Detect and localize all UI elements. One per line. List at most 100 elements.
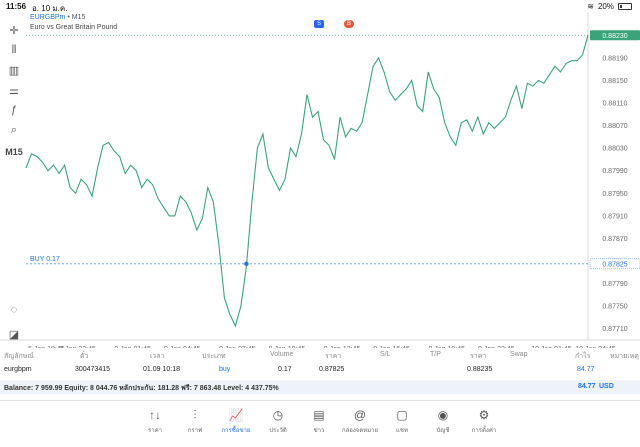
buy-line-label: BUY 0.17 [30, 256, 60, 263]
buy-button-icon[interactable]: B [344, 20, 354, 28]
symbol-separator: • [67, 14, 70, 21]
nav-label: ประวัติ [269, 428, 287, 434]
volume-icon[interactable]: ▥ [8, 64, 20, 77]
x-tick-label: 10 Jan 04:45 [575, 346, 616, 348]
nav-item[interactable]: ↑↓ ราคา [135, 407, 175, 435]
column-header: หมายเหตุ [610, 353, 639, 360]
timeframe-button[interactable]: M15 [5, 147, 23, 157]
table-cell: 300473415 [75, 366, 111, 373]
nav-label: บัญชี [436, 428, 450, 434]
x-tick-label: 9 Jan 01:45 [114, 346, 151, 348]
balance-bar: Balance: 7 959.99 Equity: 8 044.76 หลักป… [0, 380, 640, 394]
table-cell: 0.88235 [467, 366, 493, 373]
y-tick-label: 0.87870 [602, 236, 627, 243]
symbol-description: Euro vs Great Britain Pound [30, 24, 118, 31]
nav-item[interactable]: @ กล่องจดหมาย [340, 407, 380, 435]
column-header: ราคา [325, 353, 342, 360]
indicator-settings-icon[interactable]: ⚌ [9, 84, 19, 97]
trade-icon[interactable]: ◪ [8, 328, 20, 341]
y-tick-label: 0.87950 [602, 191, 627, 198]
y-tick-label: 0.88030 [602, 146, 627, 153]
nav-label: ข่าว [313, 428, 325, 434]
y-tick-label: 0.87790 [602, 281, 627, 288]
signal-icon[interactable]: ◌ [10, 304, 18, 316]
nav-icon: ◉ [437, 408, 449, 422]
function-icon[interactable]: ƒ [10, 104, 18, 116]
table-cell: 0.87825 [319, 366, 345, 373]
chart-timeframe: M15 [71, 14, 86, 21]
price-chart: 0.88190 0.88150 0.88110 0.88070 0.88030 0.879… [0, 12, 640, 348]
column-header: ตั๋ว [80, 353, 89, 360]
x-tick-label: 9 Jan 07:45 [219, 346, 256, 348]
symbol-name[interactable]: EURGBPm [30, 14, 66, 21]
nav-item[interactable]: ⚙ การตั้งค่า [464, 407, 504, 435]
nav-icon: ▤ [313, 408, 325, 422]
nav-item[interactable]: ⫶ กราฟ [175, 407, 215, 435]
nav-item[interactable]: ◷ ประวัติ [258, 407, 298, 435]
table-cell: buy [219, 366, 231, 373]
nav-label: การตั้งค่า [471, 428, 497, 434]
column-header: ประเภท [202, 353, 226, 360]
y-tick-label: 0.88110 [603, 101, 628, 108]
date: อ. 10 ม.ค. [32, 4, 68, 13]
x-tick-label: 9 Jan 04:45 [164, 346, 201, 348]
chart-symbol[interactable]: EURGBPm • M15 [30, 14, 85, 21]
y-tick-label: 0.87750 [602, 304, 627, 311]
account-currency: USD [599, 383, 614, 390]
positions-header: สัญลักษณ์ ตั๋ว เวลา ประเภท Volume ราคา S/L T/P ร… [0, 349, 640, 361]
column-header: Volume [270, 351, 294, 358]
clock: 11:56 [6, 2, 27, 11]
table-cell: 84.77 [577, 366, 595, 373]
battery-percent: 20% [597, 2, 614, 11]
table-cell: 0.17 [278, 366, 292, 373]
column-header: กำไร [575, 353, 591, 360]
y-tick-label: 0.88070 [602, 123, 627, 130]
objects-icon[interactable]: ⌕ [10, 123, 18, 136]
y-tick-label: 0.87990 [602, 168, 627, 175]
nav-item[interactable]: ▢ แชท [382, 407, 422, 435]
y-tick-label: 0.88190 [602, 55, 627, 62]
nav-icon: ▢ [396, 408, 408, 422]
sell-button-icon[interactable]: S [314, 20, 324, 28]
nav-icon: 📈 [228, 408, 244, 422]
column-header: ราคา [470, 353, 487, 360]
nav-label: แชท [396, 428, 408, 434]
y-tick-label: 0.87910 [602, 213, 627, 220]
crosshair-icon[interactable]: ✛ [9, 24, 19, 37]
x-tick-label: 10 Jan 01:45 [531, 346, 572, 348]
nav-label: การซื้อขาย [221, 428, 251, 434]
current-price-box [590, 30, 640, 41]
column-header: เวลา [150, 353, 165, 360]
nav-item[interactable]: 📈 การซื้อขาย [216, 407, 256, 435]
battery-icon [618, 3, 632, 10]
nav-label: ราคา [148, 428, 162, 434]
y-tick-label: 0.88150 [602, 78, 627, 85]
wifi-icon: ≋ [587, 2, 594, 11]
x-tick-label: 9 Jan 16:45 [373, 346, 410, 348]
nav-icon: ⫶ [193, 408, 197, 422]
x-tick-label: 6 Jan 19:45 [28, 346, 65, 348]
x-tick-label: 8 Jan 22:45 [59, 346, 96, 348]
buy-price-box [589, 258, 640, 270]
nav-label: กราฟ [187, 428, 203, 434]
nav-item[interactable]: ◉ บัญชี [423, 407, 463, 435]
column-header: สัญลักษณ์ [4, 353, 34, 360]
nav-icon: ◷ [272, 408, 284, 422]
table-cell: 01.09 10:18 [143, 366, 180, 373]
balance-summary: Balance: 7 959.99 Equity: 8 044.76 หลักป… [4, 385, 279, 392]
status-bar: 11:56 อ. 10 ม.ค. ≋ 20% [0, 0, 640, 13]
x-tick-label: 9 Jan 19:45 [428, 346, 465, 348]
left-toolbar: ✛ ⫴ ▥ ⚌ ƒ ⌕ M15 ◌ ◪ [0, 12, 26, 346]
total-profit: 84.77 [578, 383, 596, 390]
bottom-navigation: ↑↓ ราคา ⫶ กราฟ 📈 การซื้อขาย ◷ ประวัติ ▤ ข่าว @ กล่อ… [0, 400, 640, 447]
price-series-line [25, 35, 589, 328]
table-cell: eurgbpm [4, 366, 32, 373]
table-row[interactable]: eurgbpm 300473415 01.09 10:18 buy 0.17 0.8782… [0, 364, 640, 378]
chart-type-icon[interactable]: ⫴ [11, 43, 17, 56]
column-header: S/L [380, 351, 391, 358]
x-tick-label: 9 Jan 22:45 [478, 346, 515, 348]
chart-area[interactable]: 0.88190 0.88150 0.88110 0.88070 0.88030 0.879… [0, 12, 640, 348]
y-tick-label: 0.87710 [602, 326, 627, 333]
nav-item[interactable]: ▤ ข่าว [299, 407, 339, 435]
nav-icon: ↑↓ [149, 408, 161, 422]
